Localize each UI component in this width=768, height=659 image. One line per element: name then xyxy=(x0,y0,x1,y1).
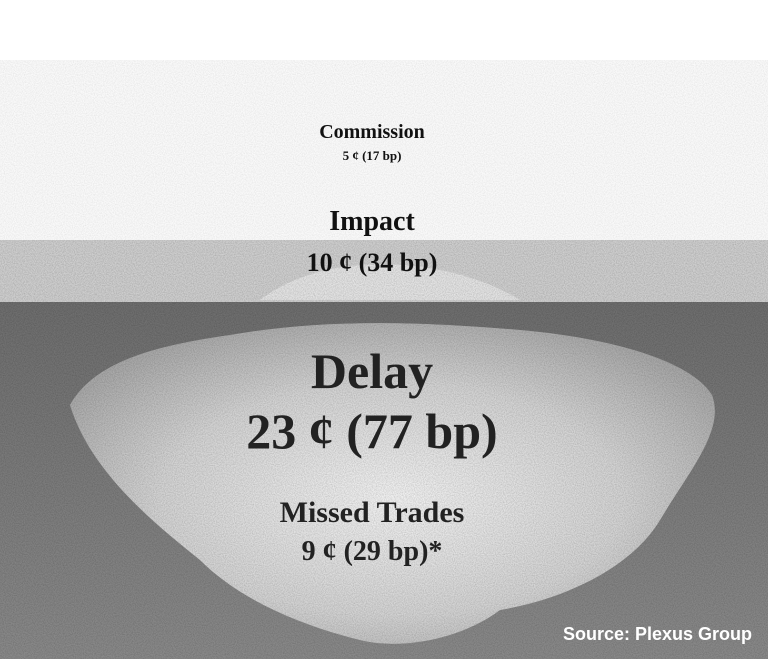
layer-label: Delay xyxy=(311,343,433,399)
layer-value: 10 ¢ (34 bp) xyxy=(307,248,438,277)
page: Commission 5 ¢ (17 bp) Impact 10 ¢ (34 b… xyxy=(0,0,768,659)
layer-value: 5 ¢ (17 bp) xyxy=(343,148,402,163)
layer-value: 23 ¢ (77 bp) xyxy=(246,403,497,459)
layer-label: Commission xyxy=(319,121,425,143)
source-note: Source: Plexus Group xyxy=(563,624,752,644)
layer-value: 9 ¢ (29 bp)* xyxy=(302,536,443,567)
layer-label: Impact xyxy=(329,206,415,237)
iceberg-illustration: Commission 5 ¢ (17 bp) Impact 10 ¢ (34 b… xyxy=(0,0,768,659)
layer-label: Missed Trades xyxy=(280,496,465,529)
